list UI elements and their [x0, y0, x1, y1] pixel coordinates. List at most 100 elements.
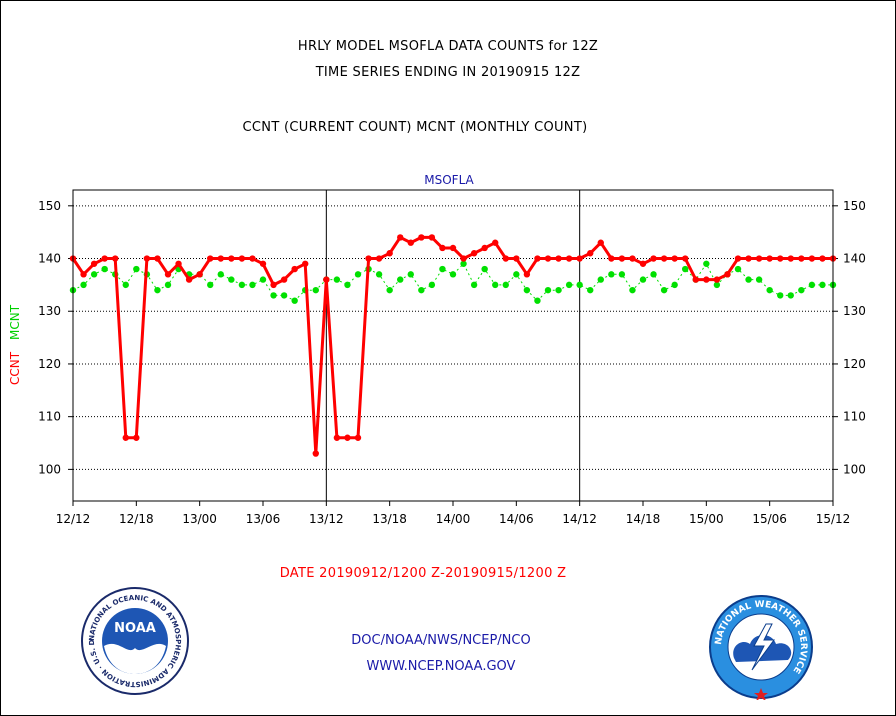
y-tick-label-left: 100 [38, 462, 61, 476]
series-line-ccnt [71, 235, 833, 456]
data-point-ccnt [787, 255, 794, 262]
data-point-ccnt [122, 434, 129, 441]
data-point-ccnt [513, 255, 520, 262]
data-point-ccnt [724, 271, 731, 278]
data-point-ccnt [270, 281, 277, 289]
data-point-mcnt [449, 271, 457, 278]
org-path-link[interactable]: DOC/NOAA/NWS/NCEP/NCO [351, 633, 531, 648]
x-tick-label: 15/06 [752, 512, 787, 526]
y-tick-label-left: 150 [38, 199, 61, 213]
y-tick-label-right: 120 [843, 357, 866, 371]
ncep-url-link[interactable]: WWW.NCEP.NOAA.GOV [366, 659, 516, 674]
data-point-mcnt [133, 265, 140, 273]
data-point-ccnt [439, 244, 446, 252]
data-point-mcnt [745, 276, 752, 283]
data-point-mcnt [819, 281, 826, 289]
data-point-ccnt [196, 271, 203, 278]
data-point-ccnt [333, 434, 341, 441]
data-point-ccnt [766, 255, 773, 262]
data-point-mcnt [101, 265, 108, 273]
data-point-ccnt [565, 255, 573, 262]
data-point-ccnt [745, 255, 752, 262]
data-point-mcnt [703, 260, 710, 267]
data-point-ccnt [502, 255, 509, 262]
station-label: MSOFLA [424, 173, 474, 187]
data-point-ccnt [312, 450, 319, 457]
data-point-ccnt [523, 271, 531, 278]
x-tick-label: 14/06 [499, 512, 534, 526]
data-point-ccnt [217, 255, 224, 262]
data-point-ccnt [354, 434, 362, 441]
nws-lightning-icon [751, 623, 775, 671]
data-point-ccnt [470, 250, 478, 257]
data-point-ccnt [249, 255, 256, 262]
x-tick-label: 13/12 [309, 512, 344, 526]
y-axis-label-ccnt: CCNT [8, 351, 22, 385]
data-point-mcnt [576, 281, 583, 289]
data-point-ccnt [692, 276, 699, 283]
x-tick-label: 12/12 [56, 512, 91, 526]
x-tick-label: 14/12 [562, 512, 597, 526]
y-tick-label-right: 140 [843, 252, 866, 266]
data-point-ccnt [734, 255, 742, 262]
x-tick-label: 12/18 [119, 512, 154, 526]
data-point-mcnt [280, 292, 288, 299]
noaa-logo[interactable]: NATIONAL OCEANIC AND ATMOSPHERIC ADMINIS… [80, 586, 190, 696]
x-tick-label: 14/00 [436, 512, 471, 526]
data-point-ccnt [164, 271, 172, 278]
data-point-ccnt [101, 255, 108, 262]
chart-subtitle-legend: CCNT (CURRENT COUNT) MCNT (MONTHLY COUNT… [242, 120, 588, 135]
data-point-ccnt [259, 260, 267, 267]
y-tick-label-left: 120 [38, 357, 61, 371]
x-tick-label: 13/00 [182, 512, 217, 526]
data-point-ccnt [207, 255, 214, 262]
data-point-mcnt [470, 281, 478, 289]
y-tick-label-right: 130 [843, 304, 866, 318]
y-tick-label-right: 100 [843, 462, 866, 476]
data-point-ccnt [344, 434, 351, 441]
data-point-ccnt [608, 255, 615, 262]
data-point-mcnt [618, 271, 626, 278]
data-point-ccnt [302, 260, 309, 267]
data-series [69, 234, 837, 457]
y-tick-label-right: 150 [843, 199, 866, 213]
data-point-mcnt [777, 292, 784, 299]
grid [73, 190, 833, 501]
data-point-ccnt [629, 255, 636, 262]
data-point-ccnt [597, 239, 604, 246]
y-tick-label-left: 140 [38, 252, 61, 266]
data-point-ccnt [143, 255, 151, 262]
x-tick-label: 15/12 [816, 512, 851, 526]
data-point-ccnt [671, 255, 678, 262]
data-point-ccnt [375, 255, 383, 262]
y-axis-label-mcnt: MCNT [8, 304, 22, 340]
data-point-ccnt [798, 255, 805, 262]
data-point-ccnt [238, 255, 246, 262]
data-point-ccnt [80, 271, 87, 278]
data-point-ccnt [544, 255, 552, 262]
data-point-ccnt [576, 255, 583, 262]
data-point-ccnt [682, 255, 689, 262]
data-point-mcnt [650, 271, 657, 278]
data-point-ccnt [449, 244, 457, 252]
data-point-ccnt [397, 234, 404, 241]
nws-logo[interactable]: NATIONAL WEATHER SERVICE [708, 594, 814, 700]
data-point-ccnt [481, 244, 488, 252]
data-point-ccnt [713, 276, 721, 283]
x-tick-label: 13/18 [372, 512, 407, 526]
axes: 100 100 110 110 120 120 130 130 140 140 150 150 12/1… [38, 199, 866, 526]
data-point-ccnt [90, 260, 98, 267]
y-tick-label-left: 130 [38, 304, 61, 318]
noaa-center-text: NOAA [114, 621, 156, 636]
data-point-ccnt [460, 255, 467, 262]
data-point-ccnt [587, 250, 594, 257]
y-tick-label-left: 110 [38, 410, 61, 424]
data-point-ccnt [534, 255, 541, 262]
data-point-mcnt [671, 281, 678, 289]
data-point-mcnt [734, 265, 742, 273]
data-point-ccnt [112, 255, 119, 262]
data-point-mcnt [259, 276, 267, 283]
data-point-ccnt [819, 255, 826, 262]
data-point-mcnt [249, 281, 256, 289]
